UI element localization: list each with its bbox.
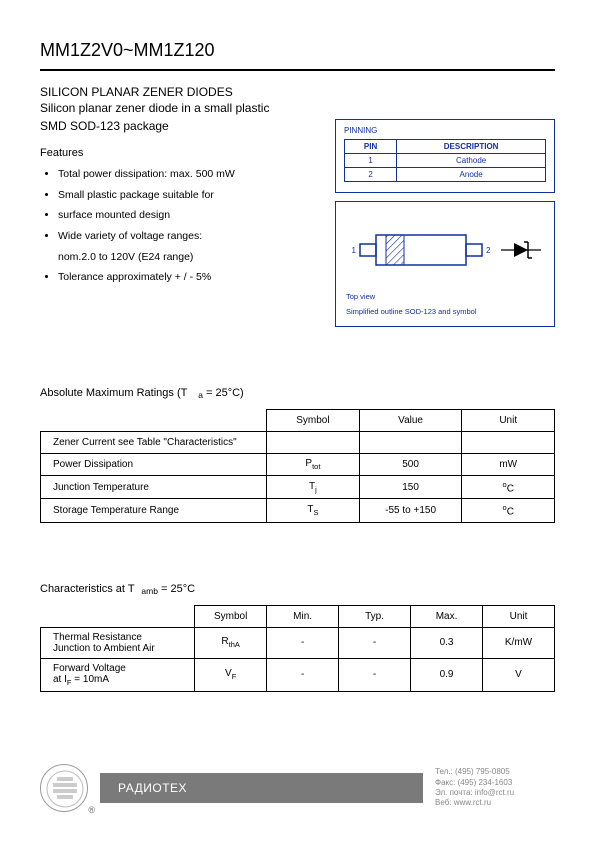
subtitle-1: SILICON PLANAR ZENER DIODES [40,85,555,99]
table-cell: mW [462,454,555,476]
table-cell: -55 to +150 [359,499,462,522]
table-cell: 500 [359,454,462,476]
feature-item: nom.2.0 to 120V (E24 range) [58,250,315,265]
table-cell: Zener Current see Table "Characteristics… [41,432,267,454]
table-header [41,605,195,627]
char-suffix: = 25°C [161,583,195,595]
table-cell: Ptot [267,454,360,476]
table-cell [359,432,462,454]
pin-col-1: DESCRIPTION [397,140,546,154]
pinning-table: PIN DESCRIPTION 1 Cathode 2 Anode [344,139,546,182]
feature-item: Tolerance approximately + / - 5% [58,270,315,285]
table-cell: 0.3 [411,627,483,658]
subtitle-3: SMD SOD-123 package [40,119,315,133]
diagram-box: 1 2 Top view Simplified outline SOD-123 … [335,201,555,327]
abs-max-table: SymbolValueUnit Zener Current see Table "… [40,409,555,523]
footer-contact: Тел.: (495) 795-0805 Факс: (495) 234-160… [435,767,555,809]
feature-item: Small plastic package suitable for [58,188,315,203]
table-header [41,410,267,432]
features-list: Total power dissipation: max. 500 mW Smal… [40,167,315,285]
footer-web: Веб: www.rct.ru [435,798,555,808]
table-cell: V [483,658,555,691]
table-cell: 0.9 [411,658,483,691]
diagram-topview-label: Top view [346,292,544,301]
table-cell: - [339,627,411,658]
char-prefix: Characteristics at T [40,583,134,595]
subtitle-2: Silicon planar zener diode in a small pl… [40,101,555,115]
features-heading: Features [40,147,315,159]
svg-text:2: 2 [486,246,491,255]
pinning-title: PINNING [344,126,546,135]
feature-item: Wide variety of voltage ranges: [58,229,315,244]
pin-col-0: PIN [345,140,397,154]
pin-cell: 2 [345,168,397,182]
table-cell: Forward Voltageat IF = 10mA [41,658,195,691]
abs-max-suffix: = 25°C) [206,387,244,399]
pinning-box: PINNING PIN DESCRIPTION 1 Cathode 2 Anod… [335,119,555,193]
feature-item: Total power dissipation: max. 500 mW [58,167,315,182]
table-cell: - [267,627,339,658]
footer-logo-icon [40,764,88,812]
sod123-diagram-icon: 1 2 [346,220,546,280]
table-cell: Tj [267,476,360,499]
footer-brand-bar: РАДИОТЕХ [100,773,423,803]
page-title: MM1Z2V0~MM1Z120 [40,40,555,61]
footer-tel: Тел.: (495) 795-0805 [435,767,555,777]
table-header: Typ. [339,605,411,627]
table-cell [462,432,555,454]
table-cell: RthA [195,627,267,658]
svg-text:1: 1 [352,246,357,255]
table-cell: K/mW [483,627,555,658]
pin-cell: 1 [345,154,397,168]
abs-max-sub: a [198,390,203,400]
table-cell: Storage Temperature Range [41,499,267,522]
table-cell: Junction Temperature [41,476,267,499]
table-header: Min. [267,605,339,627]
char-heading: Characteristics at T amb = 25°C [40,583,555,595]
table-header: Symbol [267,410,360,432]
char-sub: amb [141,586,158,596]
table-cell: - [267,658,339,691]
table-header: Symbol [195,605,267,627]
table-header: Value [359,410,462,432]
table-header: Unit [483,605,555,627]
diagram-caption: Simplified outline SOD-123 and symbol [346,307,544,316]
table-cell: VF [195,658,267,691]
pin-cell: Anode [397,168,546,182]
footer: РАДИОТЕХ Тел.: (495) 795-0805 Факс: (495… [0,764,595,812]
table-cell: 150 [359,476,462,499]
footer-email: Эл. почта: info@rct.ru [435,788,555,798]
table-cell [267,432,360,454]
table-cell: TS [267,499,360,522]
abs-max-prefix: Absolute Maximum Ratings (T [40,387,187,399]
characteristics-table: SymbolMin.Typ.Max.Unit Thermal Resistance… [40,605,555,692]
feature-item: surface mounted design [58,208,315,223]
footer-fax: Факс: (495) 234-1603 [435,778,555,788]
table-cell: oC [462,499,555,522]
table-cell: oC [462,476,555,499]
abs-max-heading: Absolute Maximum Ratings (T a = 25°C) [40,387,555,399]
table-header: Unit [462,410,555,432]
divider [40,69,555,71]
table-cell: - [339,658,411,691]
pin-cell: Cathode [397,154,546,168]
table-header: Max. [411,605,483,627]
table-cell: Power Dissipation [41,454,267,476]
table-cell: Thermal ResistanceJunction to Ambient Ai… [41,627,195,658]
